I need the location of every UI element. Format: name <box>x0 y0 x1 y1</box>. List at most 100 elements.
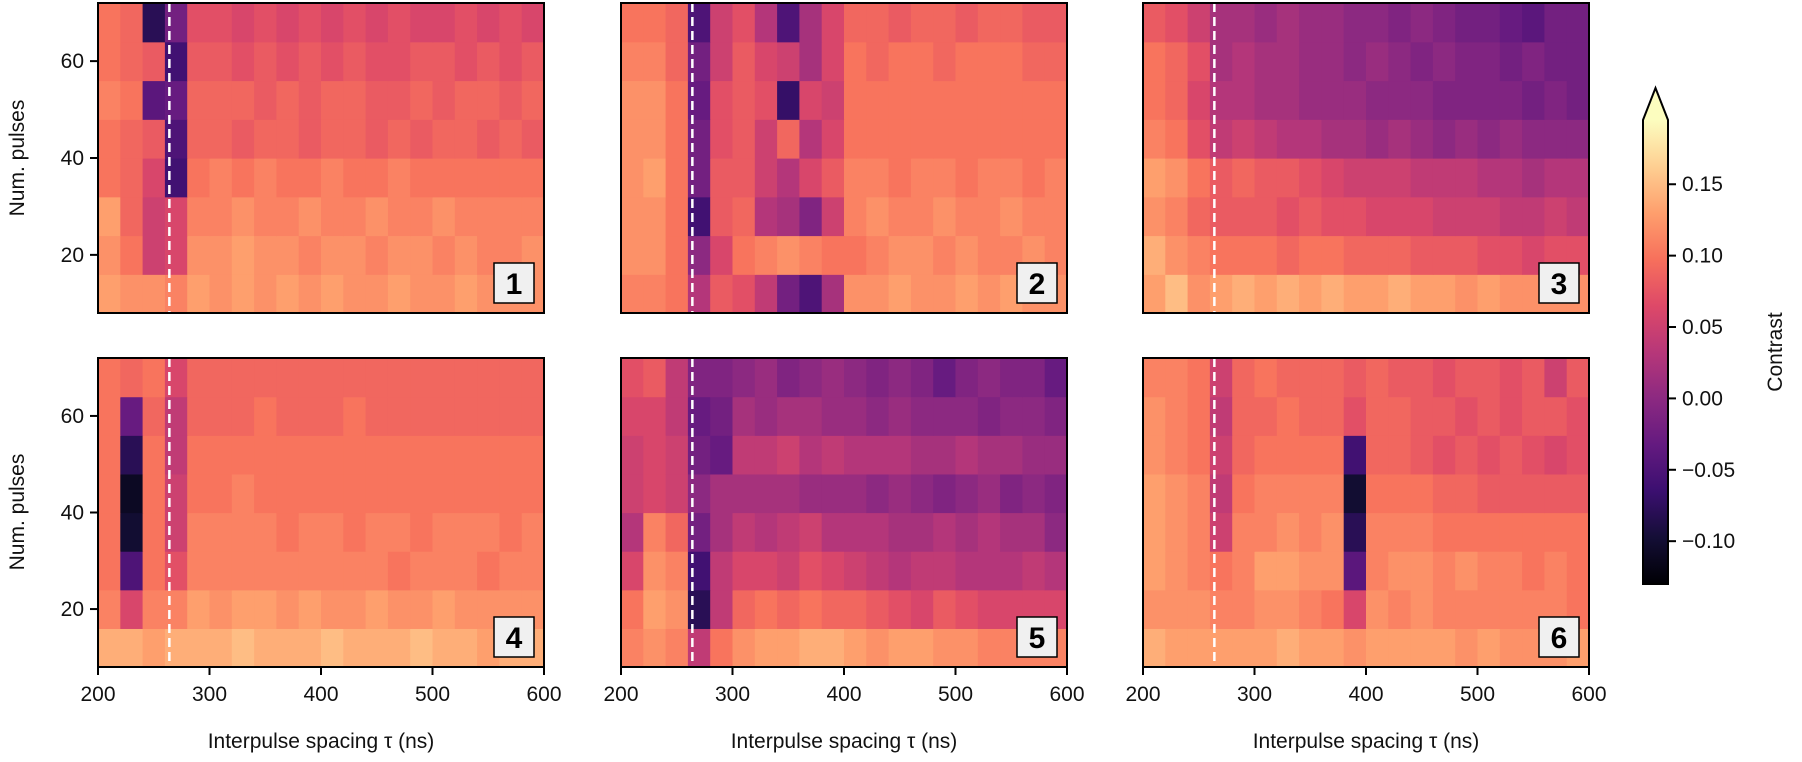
heatmap-cell <box>977 41 1001 82</box>
heatmap-cell <box>231 274 255 314</box>
colorbar-tick-label: −0.05 <box>1682 459 1735 482</box>
colorbar-tick-label: 0.10 <box>1682 245 1723 268</box>
heatmap-cell <box>977 473 1001 514</box>
heatmap-cell <box>732 396 756 436</box>
heatmap-cell <box>955 274 979 314</box>
heatmap-cell <box>209 196 233 237</box>
heatmap-cell <box>977 235 1001 275</box>
heatmap-cell <box>1388 628 1412 668</box>
panel-2: 2 <box>620 2 1068 314</box>
heatmap-cell <box>98 358 121 398</box>
heatmap-cell <box>499 512 523 552</box>
heatmap-cell <box>343 80 367 120</box>
heatmap-cell <box>1143 119 1166 159</box>
heatmap-cell <box>1299 196 1322 237</box>
heatmap-cell <box>1187 396 1211 436</box>
heatmap-cell <box>1566 196 1590 237</box>
colorbar-extend-arrow <box>1643 88 1668 120</box>
heatmap-cell <box>1209 158 1233 198</box>
heatmap-cell <box>1276 435 1300 475</box>
heatmap-cell <box>665 158 689 198</box>
heatmap-cell <box>142 512 166 552</box>
heatmap-cell <box>955 158 979 198</box>
heatmap-cell <box>254 551 277 591</box>
heatmap-cell <box>1388 41 1412 82</box>
heatmap-cell <box>1566 512 1590 552</box>
heatmap-cell <box>888 41 912 82</box>
heatmap-cell <box>209 41 233 82</box>
heatmap-cell <box>821 589 845 629</box>
heatmap-cell <box>1000 3 1023 43</box>
heatmap-cell <box>1187 473 1211 514</box>
heatmap-cell <box>142 41 166 82</box>
heatmap-cell <box>142 158 166 198</box>
heatmap-cell <box>1321 158 1345 198</box>
heatmap-cell <box>1143 358 1166 398</box>
heatmap-cell <box>521 358 545 398</box>
heatmap-cell <box>1187 3 1211 43</box>
heatmap-cell <box>643 551 667 591</box>
heatmap-cell <box>821 512 845 552</box>
heatmap-cell <box>1455 158 1479 198</box>
x-tick-label: 500 <box>1460 683 1495 706</box>
heatmap-cell <box>1000 435 1023 475</box>
heatmap-cell <box>977 80 1001 120</box>
heatmap-cell <box>1044 396 1068 436</box>
heatmap-cell <box>343 41 367 82</box>
heatmap-cell <box>687 435 711 475</box>
heatmap-cell <box>665 512 689 552</box>
heatmap-cell <box>621 435 644 475</box>
heatmap-cell <box>1232 3 1256 43</box>
heatmap-cell <box>1544 158 1568 198</box>
heatmap-cell <box>1165 435 1189 475</box>
heatmap-cell <box>1209 235 1233 275</box>
heatmap-cell <box>276 551 300 591</box>
panel-6: 6 200 300 400 500 600 <box>1125 357 1607 706</box>
heatmap-cell <box>1232 512 1256 552</box>
heatmap-cell <box>231 3 255 43</box>
heatmap-cell <box>1343 551 1367 591</box>
heatmap-cell <box>432 473 456 514</box>
heatmap-cell <box>1343 628 1367 668</box>
heatmap-cell <box>521 551 545 591</box>
heatmap-cell <box>187 274 211 314</box>
heatmap-cell <box>1000 119 1023 159</box>
heatmap-cell <box>1044 512 1068 552</box>
heatmap-cell <box>977 358 1001 398</box>
heatmap-cell <box>888 473 912 514</box>
heatmap-cell <box>1499 551 1523 591</box>
heatmap-cell <box>754 196 778 237</box>
heatmap-cell <box>98 435 121 475</box>
heatmap-cell <box>1499 589 1523 629</box>
heatmap-cell <box>643 512 667 552</box>
heatmap-cell <box>98 119 121 159</box>
heatmap-cell <box>1209 589 1233 629</box>
heatmap-cell <box>687 396 711 436</box>
heatmap-cell <box>1254 589 1278 629</box>
heatmap-cell <box>298 3 322 43</box>
heatmap-cell <box>844 551 867 591</box>
heatmap-cell <box>187 358 211 398</box>
heatmap-cell <box>866 274 890 314</box>
heatmap-cell <box>1299 3 1322 43</box>
heatmap-cell <box>1366 396 1389 436</box>
heatmap-cell <box>955 358 979 398</box>
heatmap-cell <box>1000 196 1023 237</box>
heatmap-cell <box>432 235 456 275</box>
heatmap-cell <box>754 589 778 629</box>
heatmap-cell <box>454 628 478 668</box>
heatmap-cell <box>164 589 188 629</box>
heatmap-cell <box>821 196 845 237</box>
heatmap-cell <box>276 80 300 120</box>
heatmap-cell <box>777 512 800 552</box>
heatmap-cell <box>298 473 322 514</box>
heatmap-cell <box>933 41 957 82</box>
heatmap-cell <box>977 119 1001 159</box>
heatmap-cell <box>1410 396 1434 436</box>
heatmap-cell <box>933 589 957 629</box>
heatmap-cell <box>1499 435 1523 475</box>
heatmap-cell <box>454 396 478 436</box>
heatmap-cell <box>1410 473 1434 514</box>
heatmap-cell <box>98 473 121 514</box>
heatmap-cell <box>1165 473 1189 514</box>
